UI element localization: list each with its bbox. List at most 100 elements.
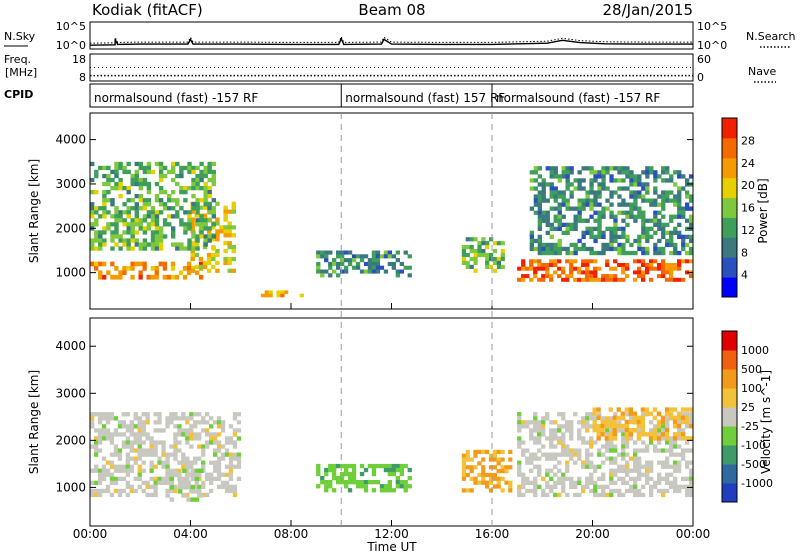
heatmap-cell	[187, 242, 192, 247]
heatmap-cell	[601, 250, 606, 256]
heatmap-cell	[533, 274, 538, 279]
heatmap-cell	[162, 206, 168, 211]
heatmap-cell	[228, 488, 234, 494]
heatmap-cell	[133, 460, 138, 465]
heatmap-cell	[549, 274, 554, 279]
heatmap-cell	[565, 468, 570, 473]
heatmap-cell	[203, 202, 208, 207]
heatmap-cell	[612, 432, 617, 437]
heatmap-cell	[589, 460, 594, 465]
heatmap-cell	[97, 420, 103, 425]
heatmap-cell	[537, 266, 542, 271]
heatmap-cell	[109, 476, 115, 481]
heatmap-cell	[142, 198, 148, 203]
heatmap-cell	[94, 218, 99, 223]
heatmap-cell	[500, 465, 505, 470]
heatmap-cell	[636, 415, 641, 420]
heatmap-cell	[481, 469, 486, 474]
heatmap-cell	[665, 420, 670, 425]
heatmap-cell	[203, 194, 208, 199]
heatmap-cell	[461, 252, 466, 258]
heatmap-cell	[223, 225, 228, 230]
heatmap-cell	[557, 246, 562, 252]
heatmap-cell	[625, 186, 630, 191]
heatmap-cell	[118, 210, 123, 215]
heatmap-cell	[169, 472, 175, 478]
heatmap-cell	[637, 448, 642, 453]
heatmap-cell	[102, 181, 107, 187]
heatmap-cell	[549, 182, 554, 187]
heatmap-cell	[648, 436, 654, 441]
heatmap-cell	[673, 250, 678, 256]
heatmap-cell	[500, 256, 505, 262]
heatmap-cell	[158, 186, 164, 191]
heatmap-cell	[211, 173, 216, 179]
heatmap-cell	[211, 210, 216, 215]
heatmap-cell	[621, 178, 626, 183]
heatmap-cell	[665, 263, 670, 267]
heatmap-cell	[669, 263, 674, 267]
heatmap-cell	[565, 274, 570, 279]
heatmap-cell	[97, 428, 103, 433]
heatmap-cell	[613, 274, 618, 279]
heatmap-cell	[142, 165, 148, 171]
heatmap-cell	[117, 488, 123, 494]
heatmap-cell	[117, 424, 123, 429]
heatmap-cell	[605, 484, 610, 489]
heatmap-cell	[653, 444, 658, 449]
heatmap-cell	[137, 464, 142, 469]
heatmap-cell	[645, 230, 650, 235]
heatmap-cell	[585, 460, 590, 465]
heatmap-cell	[569, 182, 574, 187]
heatmap-cell	[593, 416, 598, 421]
heatmap-cell	[565, 186, 570, 191]
heatmap-cell	[224, 472, 230, 477]
heatmap-cell	[681, 259, 686, 264]
heatmap-cell	[569, 480, 574, 485]
heatmap-cell	[525, 456, 530, 461]
heatmap-cell	[122, 242, 127, 247]
colorbar-cell	[722, 177, 737, 199]
heatmap-cell	[90, 492, 95, 498]
heatmap-cell	[608, 432, 613, 437]
heatmap-cell	[137, 432, 142, 437]
heatmap-cell	[585, 230, 590, 235]
nave-right-tick-top: 60	[697, 53, 711, 66]
heatmap-cell	[529, 259, 534, 264]
heatmap-cell	[114, 274, 119, 280]
heatmap-cell	[633, 178, 638, 183]
heatmap-cell	[106, 226, 111, 231]
heatmap-cell	[481, 449, 486, 454]
heatmap-cell	[161, 464, 166, 469]
heatmap-cell	[165, 468, 170, 473]
heatmap-cell	[133, 436, 138, 441]
heatmap-cell	[375, 463, 381, 469]
heatmap-cell	[481, 237, 486, 242]
heatmap-cell	[145, 452, 150, 457]
heatmap-cell	[589, 488, 594, 494]
heatmap-cell	[521, 480, 526, 485]
heatmap-cell	[130, 198, 135, 203]
heatmap-cell	[207, 186, 212, 191]
heatmap-cell	[130, 226, 135, 231]
heatmap-cell	[613, 460, 618, 465]
heatmap-cell	[146, 169, 152, 175]
heatmap-cell	[461, 260, 466, 265]
heatmap-cell	[228, 456, 234, 461]
heatmap-cell	[161, 476, 166, 481]
heatmap-cell	[122, 202, 127, 207]
heatmap-cell	[641, 222, 646, 227]
heatmap-cell	[171, 169, 176, 175]
heatmap-cell	[653, 242, 658, 248]
heatmap-cell	[661, 274, 666, 279]
heatmap-cell	[565, 202, 570, 207]
heatmap-cell	[625, 174, 630, 179]
heatmap-cell	[525, 476, 530, 481]
heatmap-cell	[391, 471, 396, 477]
heatmap-cell	[199, 169, 204, 175]
heatmap-cell	[232, 488, 238, 494]
heatmap-cell	[597, 222, 602, 227]
heatmap-cell	[201, 480, 206, 485]
heatmap-cell	[158, 165, 164, 171]
